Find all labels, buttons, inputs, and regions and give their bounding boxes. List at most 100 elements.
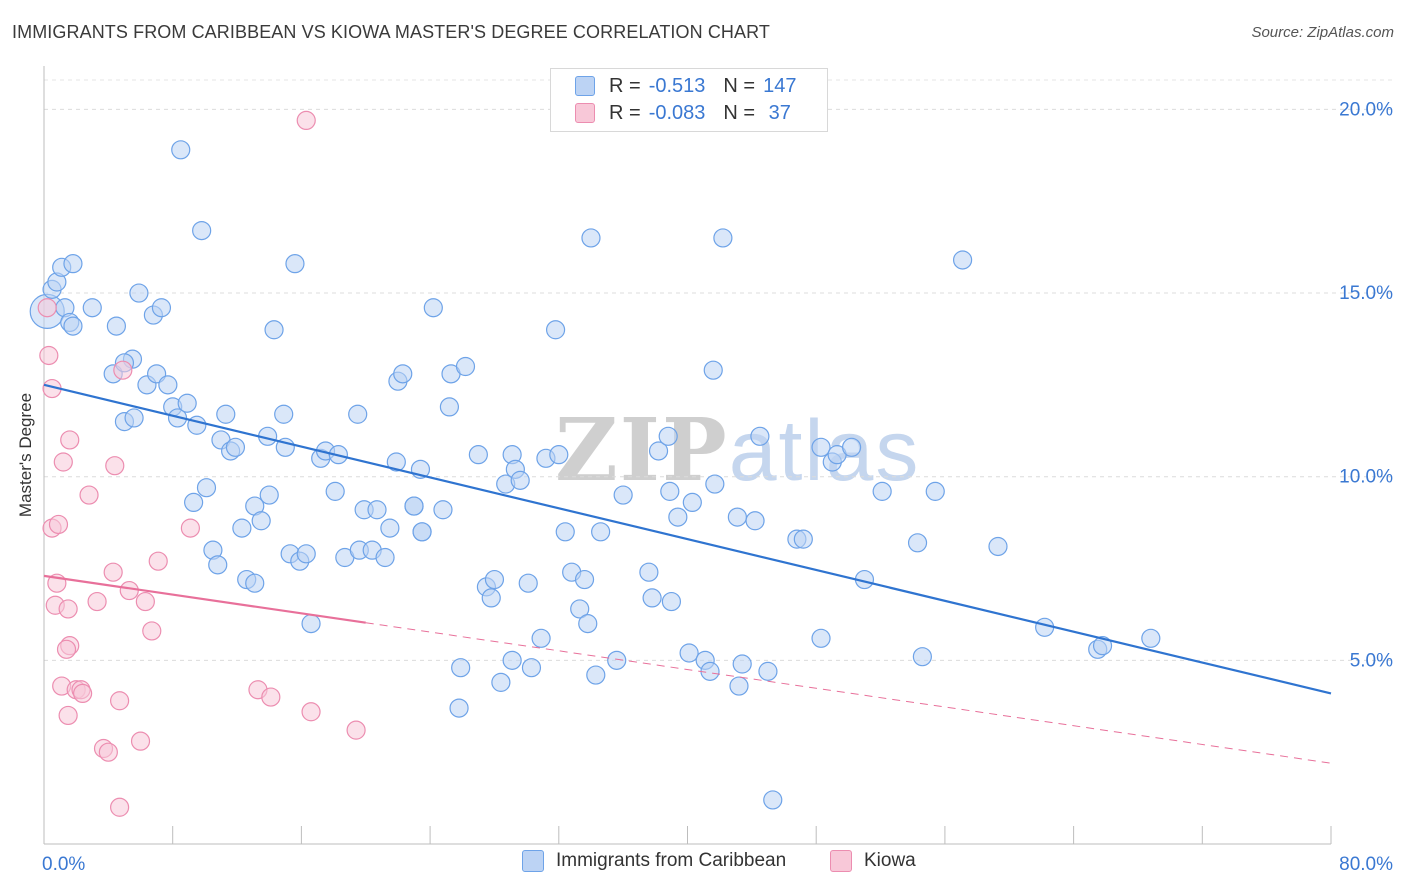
caribbean-point <box>491 672 511 692</box>
kiowa-point <box>135 591 155 612</box>
legend-row-caribbean: R = -0.513 N = 147 <box>575 73 796 99</box>
kiowa-point <box>79 485 99 505</box>
x-tick-label: 0.0% <box>42 854 85 875</box>
caribbean-point <box>745 511 765 531</box>
caribbean-point <box>639 562 659 582</box>
caribbean-point <box>729 676 749 696</box>
caribbean-point <box>811 628 831 648</box>
kiowa-point <box>180 518 200 538</box>
kiowa-point <box>53 452 73 472</box>
caribbean-point <box>570 599 590 619</box>
y-tick-label: 5.0% <box>1350 650 1393 671</box>
caribbean-point <box>158 375 178 395</box>
caribbean-point <box>811 437 831 457</box>
caribbean-point <box>82 298 102 318</box>
caribbean-point <box>872 481 892 501</box>
caribbean-point <box>613 485 633 505</box>
caribbean-point <box>713 228 733 248</box>
caribbean-point <box>679 643 699 663</box>
caribbean-point <box>750 426 770 446</box>
caribbean-point <box>208 555 228 575</box>
kiowa-point <box>60 430 80 450</box>
kiowa-point <box>119 580 139 601</box>
kiowa-point <box>103 562 123 582</box>
caribbean-point <box>502 650 522 670</box>
legend-swatch-kiowa <box>575 103 595 123</box>
caribbean-point <box>1092 636 1113 656</box>
caribbean-point <box>439 397 460 417</box>
bottom-legend-label-caribbean: Immigrants from Caribbean <box>556 850 787 871</box>
caribbean-point <box>184 492 204 513</box>
caribbean-point <box>642 588 662 608</box>
caribbean-point <box>259 485 279 505</box>
chart-source: Source: ZipAtlas.com <box>1251 24 1394 41</box>
caribbean-point <box>412 522 432 542</box>
caribbean-point <box>574 569 595 590</box>
kiowa-point <box>261 687 281 707</box>
caribbean-point <box>423 298 443 318</box>
caribbean-point <box>912 647 932 667</box>
caribbean-point <box>549 445 569 465</box>
caribbean-point <box>468 445 488 465</box>
caribbean-point <box>925 481 945 501</box>
kiowa-point <box>296 110 316 131</box>
caribbean-point <box>177 393 197 413</box>
legend-r-label: R = <box>609 101 641 124</box>
y-axis-label: Master's Degree <box>16 392 35 518</box>
caribbean-point <box>658 426 678 446</box>
kiowa-point <box>301 702 321 722</box>
caribbean-point <box>245 573 265 593</box>
caribbean-point <box>682 492 702 513</box>
caribbean-point <box>591 522 611 542</box>
kiowa-point <box>56 639 77 659</box>
caribbean-point <box>703 360 723 380</box>
kiowa-trend-line <box>43 574 366 624</box>
bottom-legend-caribbean: Immigrants from Caribbean <box>522 850 786 872</box>
kiowa-point <box>87 591 107 612</box>
caribbean-trend-line <box>43 383 1332 695</box>
caribbean-point <box>907 533 928 553</box>
caribbean-point <box>367 500 387 520</box>
legend-n-value: 37 <box>763 101 791 124</box>
caribbean-point <box>668 507 688 527</box>
caribbean-point <box>841 437 862 457</box>
x-tick-label: 80.0% <box>1339 854 1393 875</box>
caribbean-point <box>521 658 542 678</box>
caribbean-point <box>510 470 530 490</box>
caribbean-point <box>380 518 400 538</box>
y-tick-label: 10.0% <box>1339 467 1393 488</box>
caribbean-point <box>325 481 345 501</box>
caribbean-point <box>732 654 752 674</box>
watermark: ZIPatlas <box>555 400 920 501</box>
caribbean-point <box>63 316 83 336</box>
caribbean-point <box>433 500 453 520</box>
legend-r-label: R = <box>609 74 641 97</box>
y-tick-label: 20.0% <box>1339 99 1393 120</box>
caribbean-point <box>578 614 598 634</box>
kiowa-point <box>110 691 130 711</box>
caribbean-point <box>274 404 294 424</box>
kiowa-point <box>148 551 168 571</box>
kiowa-point <box>39 345 59 366</box>
bottom-legend-kiowa: Kiowa <box>830 850 916 872</box>
legend: R = -0.513 N = 147 R = -0.083 N = 37 <box>550 68 828 132</box>
caribbean-point <box>196 478 217 498</box>
kiowa-point <box>98 742 118 762</box>
caribbean-point <box>225 437 246 457</box>
legend-row-kiowa: R = -0.083 N = 37 <box>575 100 791 126</box>
caribbean-point <box>988 536 1008 557</box>
caribbean-point <box>660 481 680 501</box>
caribbean-point <box>727 507 747 527</box>
caribbean-point <box>607 650 627 670</box>
caribbean-point <box>952 250 973 270</box>
kiowa-point <box>73 683 93 704</box>
bottom-legend-label-kiowa: Kiowa <box>864 850 916 871</box>
kiowa-point <box>105 456 125 476</box>
caribbean-point <box>449 698 469 718</box>
bottom-legend: Immigrants from Caribbean Kiowa <box>0 850 1406 878</box>
caribbean-point <box>518 573 538 593</box>
caribbean-point <box>232 518 252 538</box>
caribbean-point <box>700 661 720 681</box>
caribbean-point <box>393 364 413 384</box>
